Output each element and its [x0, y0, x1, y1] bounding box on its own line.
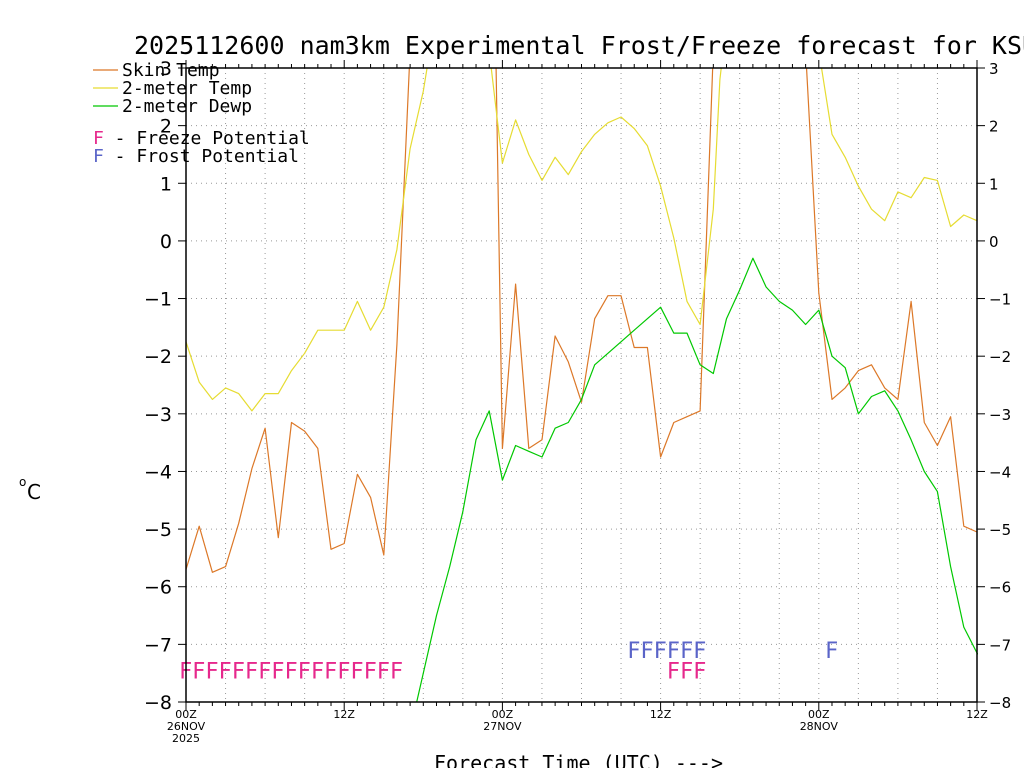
freeze-potential-flag: F: [205, 659, 218, 684]
chart-title: 2025112600 nam3km Experimental Frost/Fre…: [134, 31, 1024, 60]
y-tick-label: 0: [160, 231, 172, 253]
x-tick-label: 12Z: [966, 708, 988, 721]
freeze-potential-flag: F: [258, 659, 271, 684]
freeze-potential-flag: F: [271, 659, 284, 684]
y-tick-label-right: −6: [989, 579, 1011, 597]
freeze-potential-flag: F: [390, 659, 403, 684]
y-axis-label: o C: [19, 475, 41, 504]
y-tick-label-right: −4: [989, 463, 1011, 481]
x-tick-label: 12Z: [650, 708, 672, 721]
freeze-potential-flag: F: [350, 659, 363, 684]
x-tick-label: 00Z: [492, 708, 514, 721]
frost-potential-flag: F: [640, 639, 653, 664]
y-tick-label: −7: [144, 634, 172, 656]
frost-potential-flag: F: [627, 639, 640, 664]
y-tick-label-right: −1: [989, 291, 1011, 309]
y-tick-label: −3: [144, 404, 172, 426]
legend-entry: Skin Temp: [122, 60, 220, 81]
y-tick-label-right: 1: [989, 175, 999, 193]
x-tick-label: 28NOV: [800, 720, 839, 733]
y-tick-label-right: −3: [989, 406, 1011, 424]
legend-entry: 2-meter Dewp: [122, 96, 252, 117]
freeze-potential-flag: F: [219, 659, 232, 684]
y-axis-label-unit: C: [27, 480, 41, 504]
y-tick-label: 1: [160, 173, 172, 195]
legend-entry: F - Frost Potential: [93, 146, 299, 167]
y-tick-label: 3: [160, 58, 172, 80]
x-tick-label: 26NOV: [167, 720, 206, 733]
y-tick-label-right: 0: [989, 233, 999, 251]
legend-entry: F - Freeze Potential: [93, 128, 310, 149]
legend-entry: 2-meter Temp: [122, 78, 252, 99]
freeze-potential-flag: F: [364, 659, 377, 684]
y-axis-label-degree: o: [19, 475, 26, 489]
freeze-potential-flag: F: [667, 659, 680, 684]
frost-potential-flag: F: [680, 639, 693, 664]
freeze-potential-flag: F: [232, 659, 245, 684]
y-tick-label: −6: [144, 577, 172, 599]
series-layer: [186, 68, 978, 702]
freeze-potential-flag: F: [324, 659, 337, 684]
freeze-potential-flag: F: [693, 659, 706, 684]
freeze-potential-flag: F: [284, 659, 297, 684]
freeze-potential-flag: F: [311, 659, 324, 684]
frost-potential-flag: F: [825, 639, 838, 664]
freeze-potential-flag: F: [298, 659, 311, 684]
x-tick-label: 12Z: [333, 708, 355, 721]
y-tick-label: −5: [144, 519, 172, 541]
y-tick-label: −8: [144, 692, 172, 714]
y-tick-label: −2: [144, 346, 172, 368]
x-tick-label: 00Z: [175, 708, 197, 721]
plot-frame: [185, 67, 978, 703]
freeze-potential-flag: F: [680, 659, 693, 684]
frost-potential-flag: F: [667, 639, 680, 664]
frost-potential-flag: F: [654, 639, 667, 664]
y-tick-label-right: −5: [989, 521, 1011, 539]
x-tick-label: 00Z: [808, 708, 830, 721]
series-line-skin-temp: [186, 68, 978, 573]
freeze-potential-flag: F: [377, 659, 390, 684]
flags-layer: F F F F F F F F F F F F F F F F F F F FF F F F F F F: [179, 639, 838, 684]
series-line-2-meter-dewp: [416, 257, 978, 702]
grid: [186, 68, 977, 702]
freeze-potential-flag: F: [245, 659, 258, 684]
x-tick-label: 27NOV: [483, 720, 522, 733]
y-tick-label-right: −2: [989, 348, 1011, 366]
y-tick-label-right: 3: [989, 60, 999, 78]
y-tick-label: 2: [160, 116, 172, 138]
freeze-potential-flag: F: [192, 659, 205, 684]
freeze-potential-flag: F: [337, 659, 350, 684]
y-tick-label-right: −7: [989, 636, 1011, 654]
y-tick-label-right: −8: [989, 694, 1011, 712]
series-line-2-meter-temp: [186, 68, 978, 412]
frost-potential-flag: F: [693, 639, 706, 664]
y-tick-label: −1: [144, 289, 172, 311]
y-tick-label-right: 2: [989, 118, 999, 136]
x-tick-label: 2025: [172, 732, 200, 745]
y-tick-label: −4: [144, 461, 172, 483]
axes: 3 3 2 2 1 1 0 0 −1 −1 −2 −2 −3 −3 −4 −4 −5 −5 −6 −6 −7 −7 −8 −8…: [144, 58, 1011, 745]
x-axis-label: Forecast Time (UTC) --->: [434, 751, 723, 768]
